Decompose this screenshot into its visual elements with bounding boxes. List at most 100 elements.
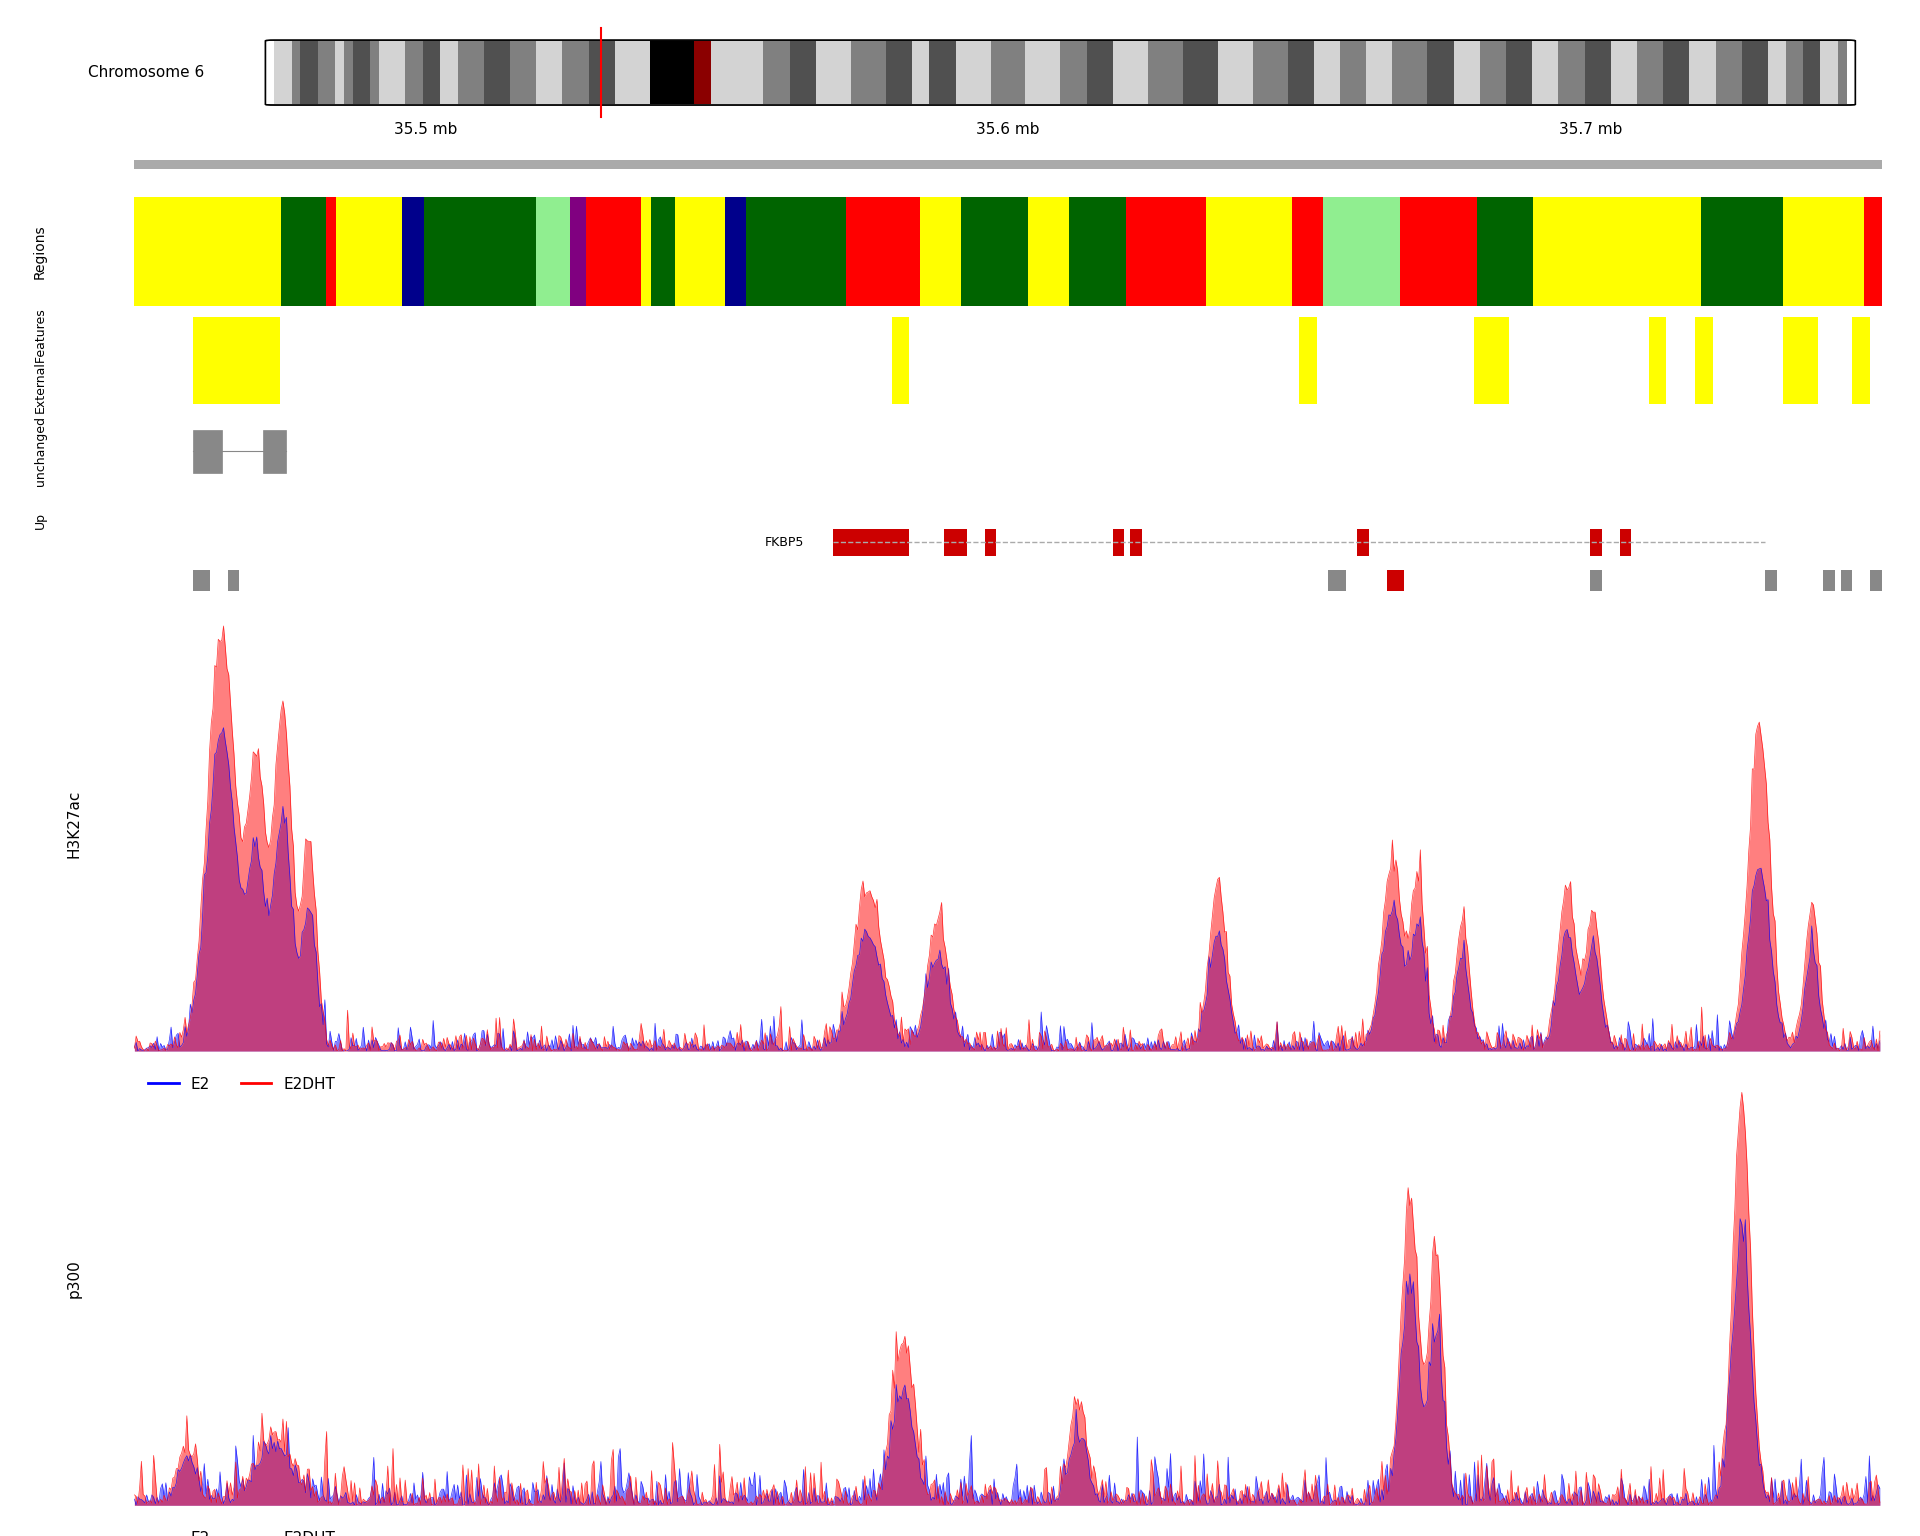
Bar: [929, 41, 956, 104]
Bar: [1649, 316, 1667, 404]
Bar: [1841, 570, 1853, 591]
Bar: [134, 160, 1882, 169]
Text: 35.6 mb: 35.6 mb: [975, 121, 1041, 137]
Bar: [586, 197, 641, 306]
Bar: [962, 197, 1027, 306]
Bar: [263, 430, 286, 473]
Bar: [816, 41, 851, 104]
Bar: [1114, 41, 1148, 104]
Bar: [1601, 197, 1624, 306]
Bar: [292, 41, 300, 104]
Bar: [484, 41, 511, 104]
Bar: [651, 197, 676, 306]
Bar: [851, 41, 885, 104]
Text: unchanged: unchanged: [35, 416, 46, 487]
Bar: [1764, 570, 1776, 591]
Bar: [1367, 41, 1392, 104]
Bar: [1288, 41, 1313, 104]
Bar: [326, 197, 336, 306]
Bar: [1784, 197, 1864, 306]
Bar: [710, 41, 764, 104]
Bar: [1584, 41, 1611, 104]
Bar: [1611, 41, 1638, 104]
Text: p300: p300: [67, 1260, 83, 1298]
Bar: [401, 197, 424, 306]
Bar: [1217, 41, 1252, 104]
Bar: [405, 41, 422, 104]
Bar: [1590, 570, 1601, 591]
Bar: [1690, 41, 1716, 104]
Bar: [511, 41, 536, 104]
Bar: [1183, 41, 1217, 104]
Bar: [1427, 41, 1453, 104]
Bar: [747, 197, 791, 306]
Bar: [1870, 570, 1882, 591]
Bar: [570, 197, 586, 306]
Bar: [1323, 197, 1400, 306]
Bar: [300, 41, 319, 104]
Bar: [1400, 197, 1476, 306]
Bar: [1695, 316, 1713, 404]
Bar: [536, 197, 570, 306]
Legend: E2, E2DHT: E2, E2DHT: [142, 1525, 342, 1536]
Bar: [1716, 41, 1741, 104]
Bar: [945, 528, 968, 556]
Bar: [693, 41, 710, 104]
Bar: [1392, 41, 1427, 104]
Bar: [1701, 197, 1784, 306]
Bar: [891, 316, 908, 404]
Bar: [536, 41, 563, 104]
Bar: [1148, 41, 1183, 104]
Bar: [845, 197, 920, 306]
Bar: [920, 197, 962, 306]
Bar: [192, 316, 280, 404]
Bar: [676, 197, 724, 306]
Bar: [1824, 570, 1836, 591]
Text: 35.7 mb: 35.7 mb: [1559, 121, 1622, 137]
Legend: E2, E2DHT: E2, E2DHT: [142, 1071, 342, 1098]
Bar: [1127, 197, 1206, 306]
Bar: [1069, 197, 1127, 306]
Bar: [1087, 41, 1114, 104]
Bar: [1559, 41, 1584, 104]
Bar: [641, 197, 651, 306]
Bar: [353, 41, 371, 104]
Bar: [440, 41, 457, 104]
Bar: [424, 197, 495, 306]
Bar: [1300, 316, 1317, 404]
Bar: [1206, 197, 1292, 306]
Bar: [1060, 41, 1087, 104]
Bar: [457, 41, 484, 104]
Bar: [912, 41, 929, 104]
Bar: [156, 197, 180, 306]
Bar: [1475, 316, 1509, 404]
Bar: [1357, 528, 1369, 556]
Bar: [833, 528, 908, 556]
Bar: [1619, 528, 1632, 556]
Bar: [1864, 197, 1882, 306]
Bar: [789, 41, 816, 104]
Bar: [1803, 41, 1820, 104]
Bar: [192, 570, 209, 591]
Bar: [589, 41, 614, 104]
Bar: [1252, 41, 1288, 104]
Bar: [336, 41, 344, 104]
Bar: [1782, 316, 1818, 404]
Bar: [1386, 570, 1404, 591]
Bar: [1741, 41, 1768, 104]
Bar: [1313, 41, 1340, 104]
Text: FKBP5: FKBP5: [764, 536, 804, 548]
Bar: [1853, 316, 1870, 404]
Text: Up: Up: [35, 511, 46, 528]
Bar: [1663, 41, 1690, 104]
Bar: [1340, 41, 1367, 104]
Bar: [336, 197, 401, 306]
Bar: [371, 41, 378, 104]
Bar: [280, 197, 326, 306]
Bar: [1638, 41, 1663, 104]
Bar: [764, 41, 789, 104]
Bar: [724, 197, 747, 306]
Bar: [422, 41, 440, 104]
Bar: [192, 430, 221, 473]
Bar: [495, 197, 536, 306]
